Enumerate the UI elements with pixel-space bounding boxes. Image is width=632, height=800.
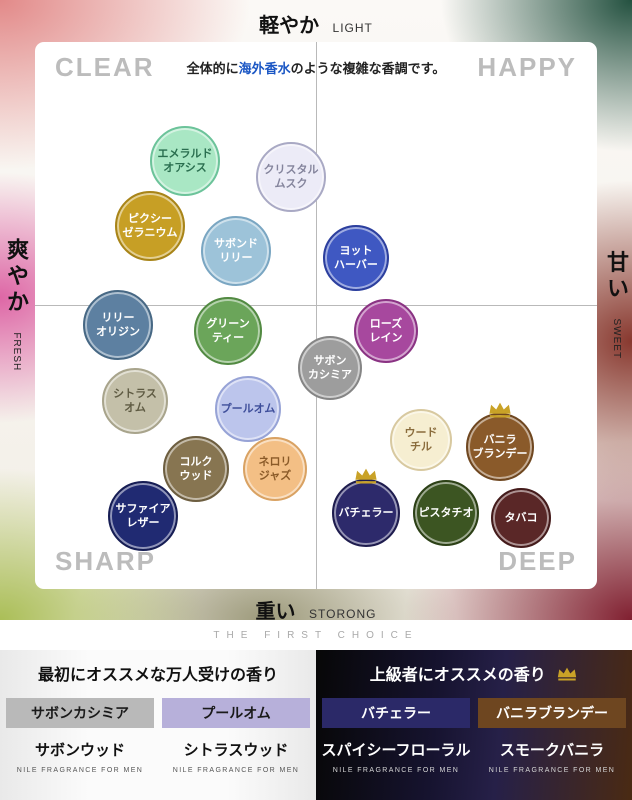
fragrance-bubble: リリー オリジン bbox=[83, 290, 153, 360]
brand-line: NILE FRAGRANCE FOR MEN bbox=[16, 767, 144, 774]
fragrance-bubble: ネロリ ジャズ bbox=[243, 437, 307, 501]
advanced-panel: 上級者にオススメの香り バチェラースパイシーフローラル NILE FRAGRANC… bbox=[316, 650, 632, 800]
fragrance-name: サボン カシミア bbox=[308, 354, 352, 381]
product-name: スパイシーフローラル bbox=[321, 742, 471, 759]
advanced-items: バチェラー スパイシーフローラル NILE FRAGRANCE FOR MEN バニラ… bbox=[316, 698, 632, 774]
fragrance-bubble: ウード チル bbox=[390, 409, 452, 471]
brand-line: NILE FRAGRANCE FOR MEN bbox=[488, 767, 616, 774]
recommendation-item: プールオムシトラスウッド NILE FRAGRANCE FOR MEN bbox=[160, 698, 312, 774]
quadrant-label-deep: DEEP bbox=[498, 546, 577, 576]
fragrance-name: バニラ ブランデー bbox=[472, 433, 528, 460]
recommendation-item: サボンカシミアサボンウッド NILE FRAGRANCE FOR MEN bbox=[4, 698, 156, 774]
horizontal-axis-line bbox=[35, 305, 597, 306]
advanced-title: 上級者にオススメの香り bbox=[316, 661, 632, 685]
scent-badge: バニラブランデー bbox=[478, 698, 626, 728]
fragrance-bubble: サボン カシミア bbox=[298, 336, 362, 400]
bubble-layer: エメラルド オアシスクリスタル ムスクピクシー ゼラニウムサボンド リリー ヨット ハーバー… bbox=[35, 42, 597, 589]
quadrant-label-sharp: SHARP bbox=[55, 546, 157, 576]
highlighted-text: 海外香水 bbox=[238, 61, 291, 76]
crown-icon bbox=[556, 666, 578, 682]
quadrant-label-happy: HAPPY bbox=[477, 52, 577, 82]
scent-badge: バチェラー bbox=[322, 698, 470, 728]
quadrant-label-clear: CLEAR bbox=[55, 52, 155, 82]
fragrance-bubble: サボンド リリー bbox=[201, 216, 271, 286]
fragrance-bubble: プールオム bbox=[215, 376, 281, 442]
axis-label-strong: 重い STORONG bbox=[0, 595, 632, 624]
axis-label-sweet: 甘い SWEET bbox=[604, 250, 629, 360]
fragrance-name: クリスタル ムスク bbox=[263, 163, 319, 190]
fragrance-bubble: シトラス オム bbox=[102, 368, 168, 434]
fragrance-name: エメラルド オアシス bbox=[157, 147, 213, 174]
fragrance-bubble: コルク ウッド bbox=[163, 436, 229, 502]
axis-jp-label: 重い bbox=[255, 601, 296, 623]
tagline-bar: THE FIRST CHOICE bbox=[0, 620, 632, 650]
fragrance-bubble: バニラ ブランデー bbox=[466, 402, 534, 481]
fragrance-bubble: タバコ bbox=[491, 488, 551, 548]
fragrance-name: サボンド リリー bbox=[214, 237, 258, 264]
recommendation-item: バニラブランデースモークバニラ NILE FRAGRANCE FOR MEN bbox=[476, 698, 628, 774]
axis-en-label: STORONG bbox=[309, 607, 377, 621]
fragrance-name: ピスタチオ bbox=[418, 506, 474, 519]
fragrance-name: シトラス オム bbox=[113, 387, 157, 414]
fragrance-name: バチェラー bbox=[338, 506, 394, 519]
fragrance-name: サファイア レザー bbox=[115, 502, 171, 529]
brand-line: NILE FRAGRANCE FOR MEN bbox=[172, 767, 300, 774]
fragrance-name: ピクシー ゼラニウム bbox=[122, 212, 178, 239]
fragrance-name: プールオム bbox=[220, 402, 276, 415]
crown-icon bbox=[353, 467, 379, 485]
chart-description: 全体的に海外香水のような複雑な香調です。 bbox=[35, 58, 597, 77]
axis-jp-label: 軽やか bbox=[259, 15, 320, 37]
axis-jp-label: 甘い bbox=[604, 250, 629, 303]
description-post: のような複雑な香調です。 bbox=[290, 61, 446, 76]
fragrance-bubble: クリスタル ムスク bbox=[256, 142, 326, 212]
axis-en-label: SWEET bbox=[611, 318, 622, 360]
fragrance-bubble: ピクシー ゼラニウム bbox=[115, 191, 185, 261]
fragrance-name: リリー オリジン bbox=[96, 311, 140, 338]
fragrance-bubble: バチェラー bbox=[332, 468, 400, 547]
recommendation-footer: 最初にオススメな万人受けの香り サボンカシミアサボンウッド NILE FRAGRA… bbox=[0, 650, 632, 800]
fragrance-name: タバコ bbox=[504, 511, 538, 524]
fragrance-bubble: ピスタチオ bbox=[413, 480, 479, 546]
axis-label-fresh: 爽やか FRESH bbox=[4, 238, 29, 372]
beginner-title: 最初にオススメな万人受けの香り bbox=[37, 667, 278, 684]
fragrance-name: コルク ウッド bbox=[179, 455, 213, 482]
quadrant-panel: CLEAR HAPPY SHARP DEEP 全体的に海外香水のような複雑な香調… bbox=[35, 42, 597, 589]
beginner-panel: 最初にオススメな万人受けの香り サボンカシミアサボンウッド NILE FRAGRA… bbox=[0, 650, 316, 800]
vertical-axis-line bbox=[316, 42, 317, 589]
crown-icon bbox=[487, 401, 513, 419]
description-pre: 全体的に bbox=[186, 61, 239, 76]
fragrance-bubble: グリーン ティー bbox=[194, 297, 262, 365]
fragrance-name: ローズ レイン bbox=[369, 317, 403, 344]
axis-en-label: FRESH bbox=[11, 332, 22, 372]
fragrance-bubble: ヨット ハーバー bbox=[323, 225, 389, 291]
fragrance-name: ウード チル bbox=[404, 426, 438, 453]
tagline-text: THE FIRST CHOICE bbox=[213, 629, 419, 641]
fragrance-name: グリーン ティー bbox=[206, 317, 250, 344]
fragrance-name: ヨット ハーバー bbox=[334, 244, 378, 271]
brand-line: NILE FRAGRANCE FOR MEN bbox=[332, 767, 460, 774]
axis-en-label: LIGHT bbox=[332, 21, 373, 35]
recommendation-item: バチェラースパイシーフローラル NILE FRAGRANCE FOR MEN bbox=[320, 698, 472, 774]
axis-jp-label: 爽やか bbox=[4, 238, 29, 317]
scent-badge: サボンカシミア bbox=[6, 698, 154, 728]
scent-map-section: 軽やか LIGHT 爽やか FRESH 甘い SWEET 重い STORONG … bbox=[0, 0, 632, 623]
fragrance-name: ネロリ ジャズ bbox=[258, 455, 292, 482]
beginner-items: サボンカシミア サボンウッド NILE FRAGRANCE FOR MEN プールオム… bbox=[0, 698, 316, 774]
fragrance-bubble: ローズ レイン bbox=[354, 299, 418, 363]
product-name: シトラスウッド bbox=[183, 742, 289, 759]
axis-label-light: 軽やか LIGHT bbox=[0, 9, 632, 38]
fragrance-bubble: サファイア レザー bbox=[108, 481, 178, 551]
product-name: サボンウッド bbox=[34, 742, 125, 759]
fragrance-bubble: エメラルド オアシス bbox=[150, 126, 220, 196]
product-name: スモークバニラ bbox=[499, 742, 605, 759]
advanced-title-text: 上級者にオススメの香り bbox=[369, 667, 546, 684]
scent-badge: プールオム bbox=[162, 698, 310, 728]
